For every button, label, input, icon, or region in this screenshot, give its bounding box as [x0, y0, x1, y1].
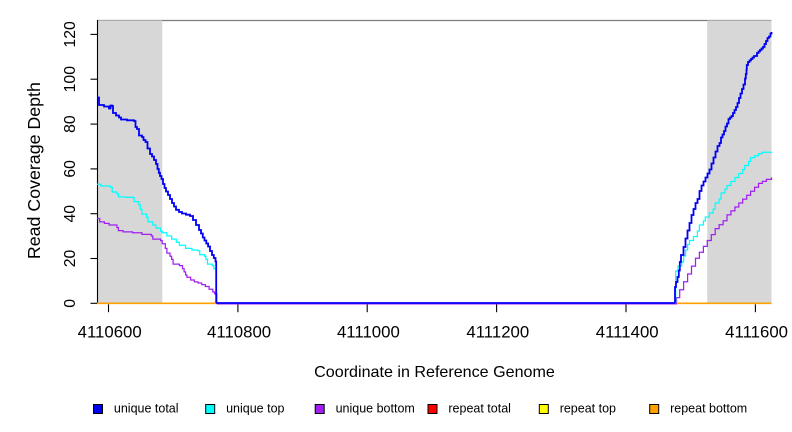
svg-text:4111600: 4111600	[725, 322, 788, 341]
svg-text:80: 80	[62, 115, 79, 133]
svg-text:60: 60	[62, 160, 79, 178]
svg-text:repeat total: repeat total	[448, 402, 511, 416]
svg-text:40: 40	[62, 205, 79, 223]
svg-text:Read Coverage Depth: Read Coverage Depth	[24, 82, 44, 259]
svg-text:120: 120	[62, 21, 79, 48]
svg-text:repeat top: repeat top	[560, 402, 616, 416]
svg-text:4111000: 4111000	[337, 322, 400, 341]
svg-text:100: 100	[62, 66, 79, 93]
svg-text:20: 20	[62, 250, 79, 268]
svg-text:unique total: unique total	[114, 402, 179, 416]
svg-text:4111200: 4111200	[466, 322, 529, 341]
svg-text:4110800: 4110800	[207, 322, 271, 341]
svg-text:0: 0	[62, 299, 79, 308]
svg-text:4110600: 4110600	[78, 322, 142, 341]
svg-text:unique bottom: unique bottom	[336, 402, 415, 416]
svg-text:4111400: 4111400	[596, 322, 659, 341]
svg-text:repeat bottom: repeat bottom	[670, 402, 747, 416]
svg-text:unique top: unique top	[226, 402, 284, 416]
svg-text:Coordinate in Reference Genome: Coordinate in Reference Genome	[314, 363, 555, 381]
